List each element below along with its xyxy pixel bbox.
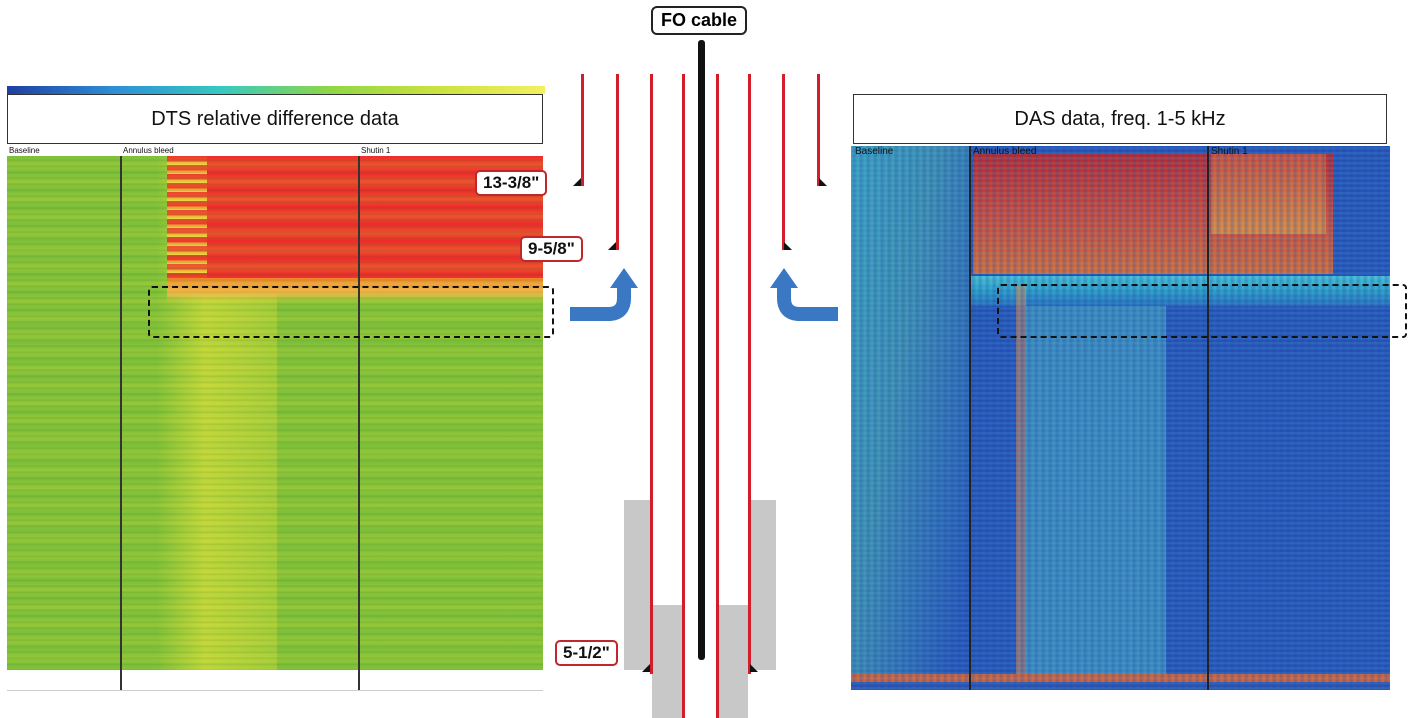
shoe-9-5-8-left [608,242,616,250]
casing-label-13-3-8: 13-3/8" [475,170,548,196]
fo-cable-label: FO cable [651,6,748,35]
cement-right-lower [716,605,748,718]
casing-label-9-5-8: 9-5/8" [520,236,583,262]
dts-period-shutin: Shutin 1 [361,146,391,155]
flow-arrow-right [770,268,838,321]
dts-heatmap [7,156,543,670]
cement-left-lower [652,605,684,718]
dts-divider-1 [120,156,122,670]
fo-cable [698,40,705,660]
casing-5-1-2-left [650,74,653,674]
das-divider-1 [969,146,971,690]
das-heatmap: Baseline Annulus bleed Shutin 1 [851,146,1390,690]
shoe-5-1-2-right [750,664,758,672]
casing-13-3-8-left [581,74,584,186]
das-period-header: Baseline Annulus bleed Shutin 1 [851,146,1390,158]
shoe-5-1-2-left [642,664,650,672]
dts-period-baseline: Baseline [9,146,40,155]
das-period-baseline: Baseline [855,146,894,157]
casing-13-3-8-right [817,74,820,186]
shoe-13-3-8-right [819,178,827,186]
das-divider-2 [1207,146,1209,690]
das-highlight-box [997,284,1407,338]
tubing-left [682,74,685,718]
cement-left [624,500,652,670]
dts-color-scale [7,86,545,94]
casing-9-5-8-left [616,74,619,250]
shoe-9-5-8-right [784,242,792,250]
das-period-shutin: Shutin 1 [1211,146,1248,157]
cement-right [748,500,776,670]
dts-panel-title: DTS relative difference data [7,94,543,144]
shoe-13-3-8-left [573,178,581,186]
casing-9-5-8-right [782,74,785,250]
das-period-annulus-bleed: Annulus bleed [973,146,1037,157]
dts-highlight-box [148,286,554,338]
casing-5-1-2-right [748,74,751,674]
dts-period-annulus-bleed: Annulus bleed [123,146,174,155]
dts-divider-2 [358,156,360,670]
dts-footer [7,670,543,691]
flow-arrow-left [570,268,638,321]
das-panel-title: DAS data, freq. 1-5 kHz [853,94,1387,144]
casing-label-5-1-2: 5-1/2" [555,640,618,666]
tubing-right [716,74,719,718]
